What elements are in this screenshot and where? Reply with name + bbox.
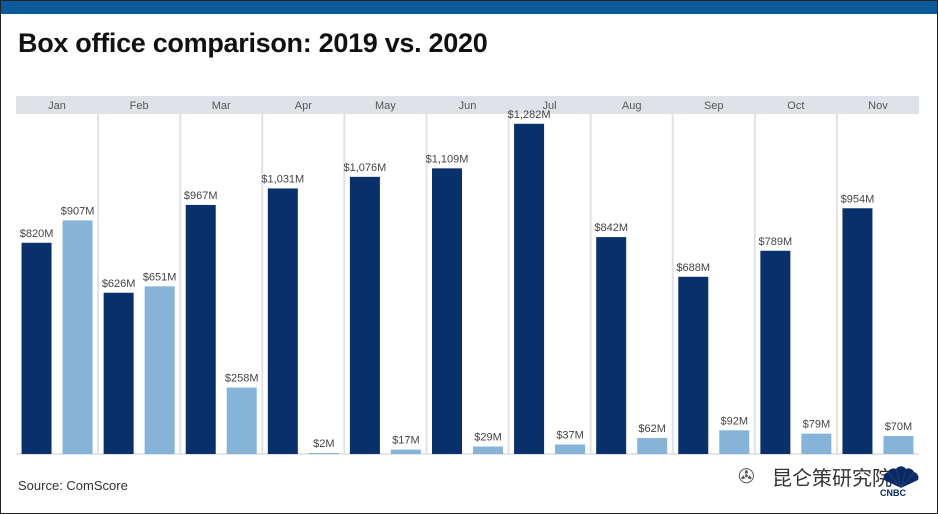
bar-2019-jul (514, 123, 545, 455)
data-label-2020-jul: $37M (556, 429, 584, 441)
wechat-icon: ✇ (738, 466, 755, 488)
bar-2020-oct (801, 433, 832, 454)
top-accent-bar (1, 1, 937, 14)
watermark-text: 昆仑策研究院 (772, 468, 892, 490)
bar-2019-apr (267, 188, 298, 454)
month-label: Jun (459, 100, 477, 112)
month-label: Aug (622, 100, 642, 112)
data-label-2019-apr: $1,031M (261, 173, 304, 185)
bar-2020-mar (226, 387, 257, 454)
month-label: Jan (48, 100, 66, 112)
month-label: Nov (868, 100, 888, 112)
bar-2019-aug (596, 237, 627, 454)
data-label-2019-mar: $967M (184, 190, 218, 202)
bar-2020-sep (719, 430, 750, 454)
data-label-2019-jun: $1,109M (426, 153, 469, 165)
data-label-2019-jul: $1,282M (508, 109, 551, 121)
data-label-2020-apr: $2M (313, 438, 334, 450)
data-label-2020-feb: $651M (143, 271, 177, 283)
data-label-2020-may: $17M (392, 435, 420, 447)
month-label: Apr (295, 100, 312, 112)
month-label: Jul (543, 100, 557, 112)
month-label: Oct (787, 100, 804, 112)
data-label-2020-jun: $29M (474, 432, 502, 444)
bar-2019-jan (21, 242, 52, 454)
data-label-2020-jan: $907M (61, 205, 95, 217)
bar-2019-sep (678, 276, 709, 454)
source-note: Source: ComScore (18, 478, 128, 493)
data-label-2019-nov: $954M (841, 193, 875, 205)
data-label-2020-aug: $62M (638, 423, 666, 435)
nbc-peacock-icon (883, 466, 919, 488)
data-label-2019-feb: $626M (102, 278, 136, 290)
bar-2020-jul (555, 444, 586, 454)
month-label: May (375, 100, 396, 112)
data-label-2019-aug: $842M (594, 222, 628, 234)
data-label-2020-nov: $70M (885, 421, 913, 433)
month-header-band (16, 96, 919, 114)
bar-2020-feb (144, 286, 175, 454)
bar-2020-apr (308, 453, 339, 454)
bar-2020-jun (473, 446, 503, 454)
data-label-2020-mar: $258M (225, 373, 259, 385)
bar-2019-mar (185, 204, 216, 454)
bar-2020-aug (637, 438, 668, 454)
month-label: Sep (704, 100, 724, 112)
bar-2019-oct (760, 250, 791, 454)
bar-2020-nov (883, 435, 914, 454)
bar-2020-jan (62, 220, 93, 454)
chart-title: Box office comparison: 2019 vs. 2020 (18, 28, 488, 58)
data-label-2019-oct: $789M (759, 236, 793, 248)
data-label-2019-sep: $688M (676, 262, 710, 274)
month-label: Mar (212, 100, 231, 112)
month-label: Feb (130, 100, 149, 112)
bar-2019-nov (842, 208, 873, 454)
data-label-2020-oct: $79M (803, 419, 831, 431)
bar-2019-jun (432, 168, 462, 454)
cnbc-logo-text: CNBC (880, 488, 906, 498)
data-label-2019-jan: $820M (20, 228, 54, 240)
bar-2019-feb (103, 292, 134, 454)
bar-2020-may (390, 449, 421, 454)
data-label-2019-may: $1,076M (344, 162, 387, 174)
data-label-2020-sep: $92M (721, 415, 749, 427)
bar-2019-may (349, 176, 380, 454)
